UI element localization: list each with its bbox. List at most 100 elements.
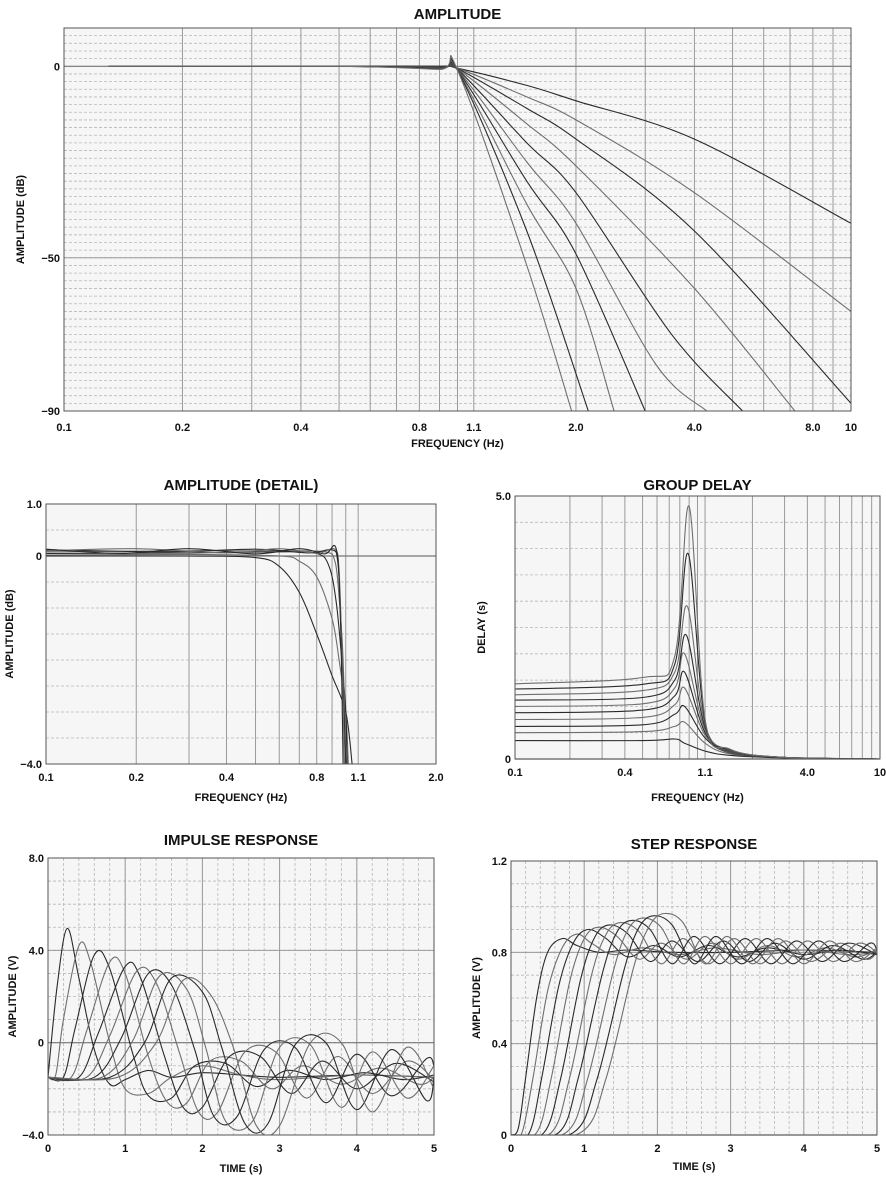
- series-line-7: [48, 969, 434, 1126]
- x-tick-label: 0.2: [129, 772, 144, 784]
- x-tick-label: 1: [581, 1143, 587, 1155]
- x-tick-label: 1: [122, 1143, 128, 1155]
- y-tick-label: −90: [41, 406, 60, 418]
- chart-step: 0 1 2 3 4 5 1.2 0.8 0.4 0 STEP RESPONSE TIME (s) AMP…: [471, 836, 880, 1173]
- series-line-9: [511, 915, 877, 1135]
- y-tick-label: −50: [41, 253, 60, 265]
- series-line-10: [511, 912, 877, 1135]
- series-line-4: [48, 956, 434, 1109]
- x-tick-label: 8.0: [805, 422, 820, 434]
- x-tick-label: 10: [845, 422, 857, 434]
- series-group: [108, 55, 851, 411]
- x-tick-label: 0: [508, 1143, 514, 1155]
- x-tick-label: 0.8: [412, 422, 427, 434]
- series-line-1: [511, 937, 877, 1135]
- y-axis-label: AMPLITUDE (dB): [4, 589, 16, 679]
- x-tick-label: 2: [199, 1143, 205, 1155]
- y-tick-label: 0: [501, 1130, 507, 1142]
- y-tick-label: 1.2: [492, 856, 507, 868]
- series-line-10: [108, 55, 573, 411]
- x-axis-label: FREQUENCY (Hz): [195, 792, 288, 804]
- x-axis-label: TIME (s): [220, 1163, 263, 1175]
- chart-amp: 0.1 0.2 0.4 0.8 1.1 2.0 4.0 8.0 10 0 −50 −90 AMPLITU…: [15, 6, 857, 450]
- x-tick-label: 3: [277, 1143, 283, 1155]
- x-tick-label: 2: [654, 1143, 660, 1155]
- y-tick-label: 0.4: [492, 1039, 508, 1051]
- x-tick-label: 4: [354, 1143, 361, 1155]
- y-tick-label: 1.0: [27, 499, 42, 511]
- series-line-5: [48, 961, 434, 1115]
- chart-title: IMPULSE RESPONSE: [164, 832, 318, 849]
- y-axis-label: AMPLITUDE (V): [7, 955, 19, 1037]
- x-tick-label: 5: [874, 1143, 880, 1155]
- series-line-9: [48, 974, 434, 1134]
- y-tick-label: 8.0: [29, 853, 44, 865]
- y-tick-label: 5.0: [496, 491, 511, 503]
- chart-title: AMPLITUDE: [414, 6, 502, 23]
- x-tick-label: 3: [728, 1143, 734, 1155]
- x-tick-label: 0.4: [617, 767, 633, 779]
- series-line-6: [46, 547, 346, 764]
- series-line-6: [48, 966, 434, 1120]
- x-tick-label: 4: [801, 1143, 808, 1155]
- x-tick-label: 0.4: [293, 422, 309, 434]
- x-tick-label: 0.1: [38, 772, 53, 784]
- y-tick-label: −4.0: [22, 1130, 44, 1142]
- series-line-2: [48, 941, 434, 1096]
- x-tick-label: 1.1: [697, 767, 712, 779]
- series-group: [46, 544, 353, 764]
- x-tick-label: 0.1: [56, 422, 71, 434]
- x-tick-label: 5: [431, 1143, 437, 1155]
- x-tick-label: 4.0: [800, 767, 815, 779]
- series-line-3: [48, 950, 434, 1103]
- x-axis-label: TIME (s): [673, 1161, 716, 1173]
- x-tick-label: 1.1: [351, 772, 366, 784]
- y-axis-label: DELAY (s): [476, 601, 488, 654]
- x-tick-label: 0.1: [507, 767, 522, 779]
- series-line-10: [515, 505, 880, 759]
- y-tick-label: 0: [505, 754, 511, 766]
- x-tick-label: 4.0: [687, 422, 702, 434]
- x-tick-label: 2.0: [568, 422, 583, 434]
- x-tick-label: 0.8: [309, 772, 324, 784]
- series-line-8: [511, 917, 877, 1135]
- x-axis-label: FREQUENCY (Hz): [411, 438, 504, 450]
- y-tick-label: 0.8: [492, 947, 507, 959]
- plot-frame: [63, 27, 852, 412]
- series-group: [515, 505, 880, 759]
- series-line-8: [48, 972, 434, 1131]
- plot-frame: [47, 857, 435, 1136]
- chart-title: STEP RESPONSE: [631, 836, 757, 853]
- x-tick-label: 0.2: [175, 422, 190, 434]
- chart-title: AMPLITUDE (DETAIL): [164, 477, 319, 494]
- y-axis-label: AMPLITUDE (V): [471, 957, 483, 1039]
- y-axis-label: AMPLITUDE (dB): [15, 175, 27, 265]
- x-axis-label: FREQUENCY (Hz): [651, 792, 744, 804]
- x-tick-label: 10: [874, 767, 886, 779]
- series-group: [511, 912, 877, 1135]
- chart-ampd: 0.1 0.2 0.4 0.8 1.1 2.0 1.0 0 −4.0 AMPLITUDE (DET…: [4, 477, 444, 804]
- chart-title: GROUP DELAY: [643, 477, 751, 494]
- series-line-1: [46, 555, 353, 764]
- series-line-1: [48, 927, 434, 1087]
- y-tick-label: 4.0: [29, 945, 44, 957]
- plot-frame: [45, 503, 437, 765]
- chart-gd: 0.1 0.4 1.1 4.0 10 5.0 0 GROUP DELAY FREQUENCY (…: [476, 477, 886, 804]
- y-tick-label: 0: [38, 1038, 44, 1050]
- x-tick-label: 0: [45, 1143, 51, 1155]
- series-line-5: [511, 924, 877, 1135]
- series-group: [48, 927, 434, 1135]
- series-line-7: [46, 544, 344, 764]
- x-tick-label: 1.1: [466, 422, 481, 434]
- y-tick-label: −4.0: [20, 759, 42, 771]
- y-tick-label: 0: [36, 551, 42, 563]
- y-tick-label: 0: [54, 61, 60, 73]
- series-line-7: [511, 919, 877, 1135]
- series-line-10: [48, 976, 434, 1135]
- plot-frame: [510, 860, 878, 1136]
- x-tick-label: 0.4: [219, 772, 235, 784]
- plot-frame: [514, 495, 881, 760]
- x-tick-label: 2.0: [428, 772, 443, 784]
